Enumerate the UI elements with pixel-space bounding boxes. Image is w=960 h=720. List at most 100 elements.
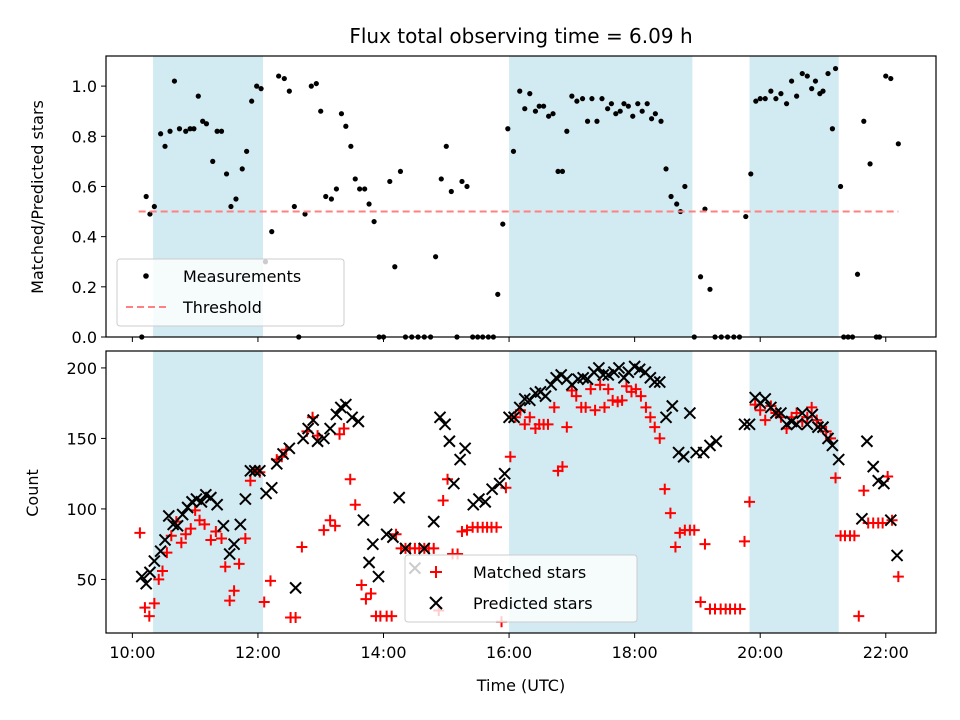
top-measurements-point-17 [218, 128, 225, 134]
top-measurements-point-148 [883, 73, 889, 79]
top-measurements-point-74 [517, 88, 523, 94]
bottom-predicted-stars-point-48 [392, 491, 406, 504]
bottom-matched-stars-point-40 [334, 428, 346, 440]
bottom-predicted-stars-point-105 [743, 418, 756, 431]
bottom-predicted-stars-point-6 [162, 509, 175, 523]
legend-predicted-label: Predicted stars [473, 594, 593, 613]
top-shaded-span-2 [749, 56, 839, 337]
bottom-matched-stars-point-42 [344, 473, 356, 485]
top-y-tick-label-4: 0.8 [72, 127, 97, 146]
top-measurements-point-132 [809, 86, 815, 92]
top-measurements-point-18 [223, 171, 230, 177]
bottom-predicted-stars-point-67 [513, 401, 526, 414]
panel-bottom: 50 100 150 200 10:00 12:00 14:00 16:00 18:00 20:… [23, 350, 937, 695]
bottom-predicted-stars-point-96 [666, 399, 679, 413]
bottom-predicted-stars-point-24 [253, 464, 267, 478]
bottom-matched-stars-point-152 [877, 517, 889, 529]
top-measurements-point-3 [151, 203, 157, 210]
bottom-predicted-stars-point-8 [171, 519, 184, 533]
bottom-matched-stars-point-115 [695, 596, 707, 608]
bottom-predicted-stars-point-13 [195, 495, 208, 509]
top-measurements-point-21 [239, 166, 245, 172]
top-measurements-point-104 [658, 118, 664, 124]
bottom-matched-stars-point-103 [635, 390, 647, 402]
x-tick-label-1: 12:00 [235, 643, 281, 662]
top-measurements-point-16 [214, 128, 220, 134]
bottom-matched-stars-point-147 [853, 610, 865, 622]
bottom-predicted-stars-point-36 [323, 422, 337, 435]
bottom-y-tick-label-2: 150 [66, 429, 97, 448]
top-measurements-point-60 [443, 143, 449, 149]
bottom-matched-stars-point-10 [180, 528, 192, 540]
bottom-predicted-stars-point-121 [826, 439, 839, 452]
bottom-predicted-stars-point-79 [576, 371, 590, 384]
top-measurements-point-5 [162, 143, 168, 149]
top-measurements-point-106 [668, 193, 674, 200]
bottom-plot-frame [105, 350, 937, 634]
x-tick-label-6: 22:00 [863, 643, 909, 662]
bottom-legend: Matched stars Predicted stars [404, 554, 638, 623]
top-measurements-point-35 [313, 80, 319, 87]
top-measurements-point-133 [812, 78, 819, 84]
bottom-matched-stars-point-94 [594, 379, 606, 391]
top-measurements-point-72 [505, 126, 511, 132]
bottom-matched-stars-point-66 [461, 524, 473, 536]
bottom-predicted-stars-point-31 [296, 432, 310, 445]
bottom-predicted-stars-point-49 [399, 542, 412, 555]
bottom-predicted-stars-point-115 [796, 406, 809, 420]
top-measurements-point-76 [527, 91, 533, 97]
top-y-tick-label-0: 0.0 [72, 328, 97, 347]
bottom-predicted-stars-point-116 [801, 418, 814, 431]
bottom-predicted-stars-point-18 [223, 547, 236, 561]
bottom-matched-stars-point-44 [356, 579, 368, 591]
bottom-matched-stars-point-72 [491, 521, 503, 533]
bottom-predicted-stars-point-54 [438, 418, 452, 431]
top-measurements-point-101 [644, 101, 650, 107]
top-measurements-point-92 [605, 106, 611, 112]
top-measurements-point-87 [579, 96, 586, 102]
top-measurements-point-145 [867, 161, 873, 167]
top-measurements-point-42 [348, 143, 354, 149]
top-measurements-point-45 [362, 186, 368, 192]
bottom-matched-stars-point-79 [524, 411, 536, 423]
bottom-predicted-stars-point-39 [339, 398, 353, 411]
bottom-predicted-stars-point-102 [703, 439, 717, 452]
bottom-matched-stars-point-84 [548, 401, 560, 413]
top-measurements-point-44 [357, 186, 363, 192]
bottom-predicted-stars-point-108 [759, 392, 772, 406]
top-measurements-point-75 [522, 106, 528, 112]
bottom-predicted-stars-point-26 [265, 481, 278, 494]
bottom-predicted-stars-point-124 [860, 435, 874, 448]
bottom-y-tick-label-1: 100 [66, 500, 97, 519]
bottom-x-axis: 10:00 12:00 14:00 16:00 18:00 20:00 22:00 [109, 633, 909, 662]
top-measurements-point-41 [343, 123, 349, 129]
top-measurements-point-139 [837, 183, 844, 190]
top-plot-frame [105, 55, 937, 338]
bottom-matched-stars-point-128 [759, 414, 771, 426]
bottom-predicted-stars-point-63 [493, 477, 506, 490]
top-measurements-point-28 [276, 73, 282, 79]
bottom-predicted-stars-point-64 [498, 467, 511, 480]
bottom-predicted-stars-point-122 [832, 453, 845, 466]
top-measurements-point-23 [249, 98, 255, 104]
bottom-matched-stars-point-146 [848, 530, 860, 542]
bottom-matched-stars-point-142 [830, 472, 842, 484]
top-measurements-point-83 [559, 168, 566, 175]
bottom-predicted-stars-point-32 [301, 422, 315, 435]
bottom-predicted-stars-point-61 [479, 495, 492, 509]
top-measurements-point-102 [648, 116, 655, 122]
bottom-matched-stars-point-17 [216, 533, 228, 545]
bottom-predicted-stars-point-65 [502, 411, 516, 424]
top-measurements-point-10 [187, 126, 193, 132]
legend-predicted-marker [429, 596, 443, 610]
bottom-matched-stars-point-4 [153, 573, 165, 585]
bottom-predicted-stars-point-55 [443, 435, 456, 448]
bottom-legend-box [404, 554, 638, 623]
top-measurements-point-88 [584, 118, 591, 124]
top-measurements-point-39 [333, 186, 340, 192]
top-x-ticks [131, 337, 887, 342]
bottom-matched-stars-point-96 [602, 383, 614, 395]
top-measurements-point-4 [158, 131, 164, 137]
bottom-matched-stars-point-155 [892, 571, 904, 583]
